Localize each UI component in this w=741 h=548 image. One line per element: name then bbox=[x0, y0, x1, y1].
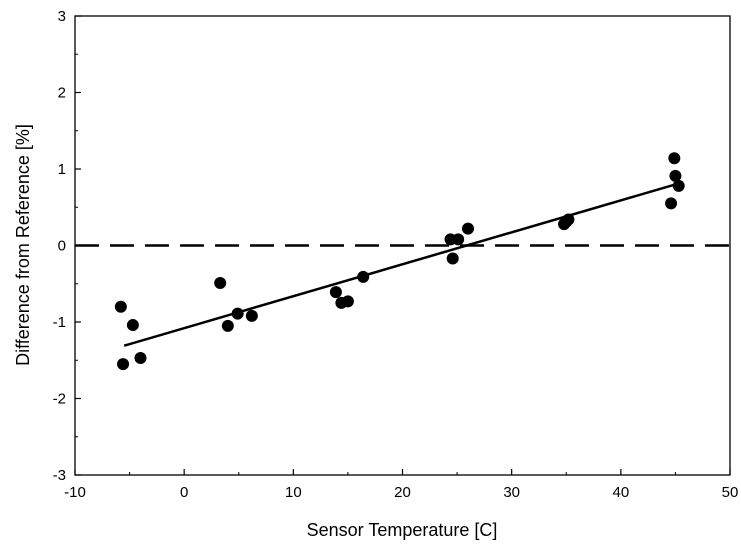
data-point bbox=[329, 286, 342, 299]
fit-line bbox=[123, 183, 674, 347]
data-point bbox=[341, 295, 354, 308]
x-tick-label: 30 bbox=[503, 484, 520, 501]
data-point bbox=[668, 152, 681, 165]
fit-line-group bbox=[123, 183, 674, 347]
y-tick-label: 2 bbox=[58, 85, 66, 102]
data-point bbox=[672, 179, 685, 192]
y-tick-label: 1 bbox=[58, 161, 66, 178]
data-point bbox=[126, 319, 139, 332]
x-tick-label: 0 bbox=[180, 484, 188, 501]
y-tick-label: -2 bbox=[53, 391, 66, 408]
x-axis-ticks: -10 0 10 20 30 40 50 bbox=[64, 469, 738, 501]
data-point bbox=[669, 169, 682, 182]
y-axis-ticks: -3 -2 -1 0 1 2 3 bbox=[53, 8, 81, 484]
data-points bbox=[114, 152, 685, 371]
data-point bbox=[462, 222, 474, 235]
data-point bbox=[117, 358, 130, 371]
data-point bbox=[214, 276, 227, 289]
data-point bbox=[134, 351, 147, 364]
x-tick-label: 20 bbox=[394, 484, 411, 501]
data-point bbox=[452, 233, 465, 246]
data-point bbox=[665, 197, 678, 210]
x-tick-label: 50 bbox=[722, 484, 739, 501]
y-tick-label: -1 bbox=[53, 314, 66, 331]
data-point bbox=[245, 309, 258, 322]
data-point bbox=[231, 307, 244, 320]
data-point bbox=[357, 270, 370, 283]
data-point bbox=[114, 300, 127, 313]
data-point bbox=[562, 213, 575, 226]
x-tick-label: 40 bbox=[612, 484, 629, 501]
y-axis-label: Difference from Reference [%] bbox=[13, 124, 33, 366]
y-tick-label: -3 bbox=[53, 467, 66, 484]
y-tick-label: 0 bbox=[58, 238, 66, 255]
x-tick-label: -10 bbox=[64, 484, 86, 501]
data-point bbox=[446, 252, 459, 265]
x-axis-label: Sensor Temperature [C] bbox=[307, 520, 498, 540]
y-tick-label: 3 bbox=[58, 8, 66, 25]
data-point bbox=[221, 319, 234, 332]
x-tick-label: 10 bbox=[285, 484, 302, 501]
